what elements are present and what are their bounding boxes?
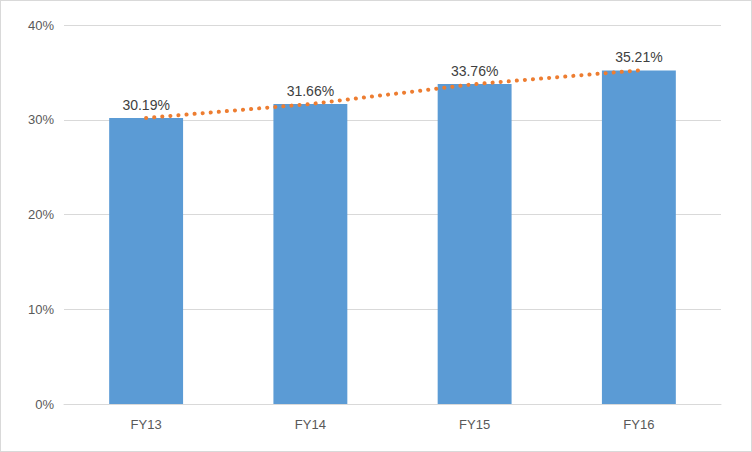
svg-text:FY16: FY16 bbox=[623, 417, 654, 432]
svg-text:20%: 20% bbox=[28, 207, 54, 222]
svg-text:10%: 10% bbox=[28, 302, 54, 317]
svg-text:FY15: FY15 bbox=[459, 417, 490, 432]
svg-text:30%: 30% bbox=[28, 112, 54, 127]
svg-text:31.66%: 31.66% bbox=[287, 83, 334, 99]
svg-text:FY14: FY14 bbox=[295, 417, 326, 432]
svg-text:FY13: FY13 bbox=[131, 417, 162, 432]
svg-text:0%: 0% bbox=[35, 397, 54, 412]
svg-text:30.19%: 30.19% bbox=[122, 97, 169, 113]
svg-text:33.76%: 33.76% bbox=[451, 63, 498, 79]
svg-text:35.21%: 35.21% bbox=[615, 49, 662, 65]
svg-text:40%: 40% bbox=[28, 18, 54, 33]
